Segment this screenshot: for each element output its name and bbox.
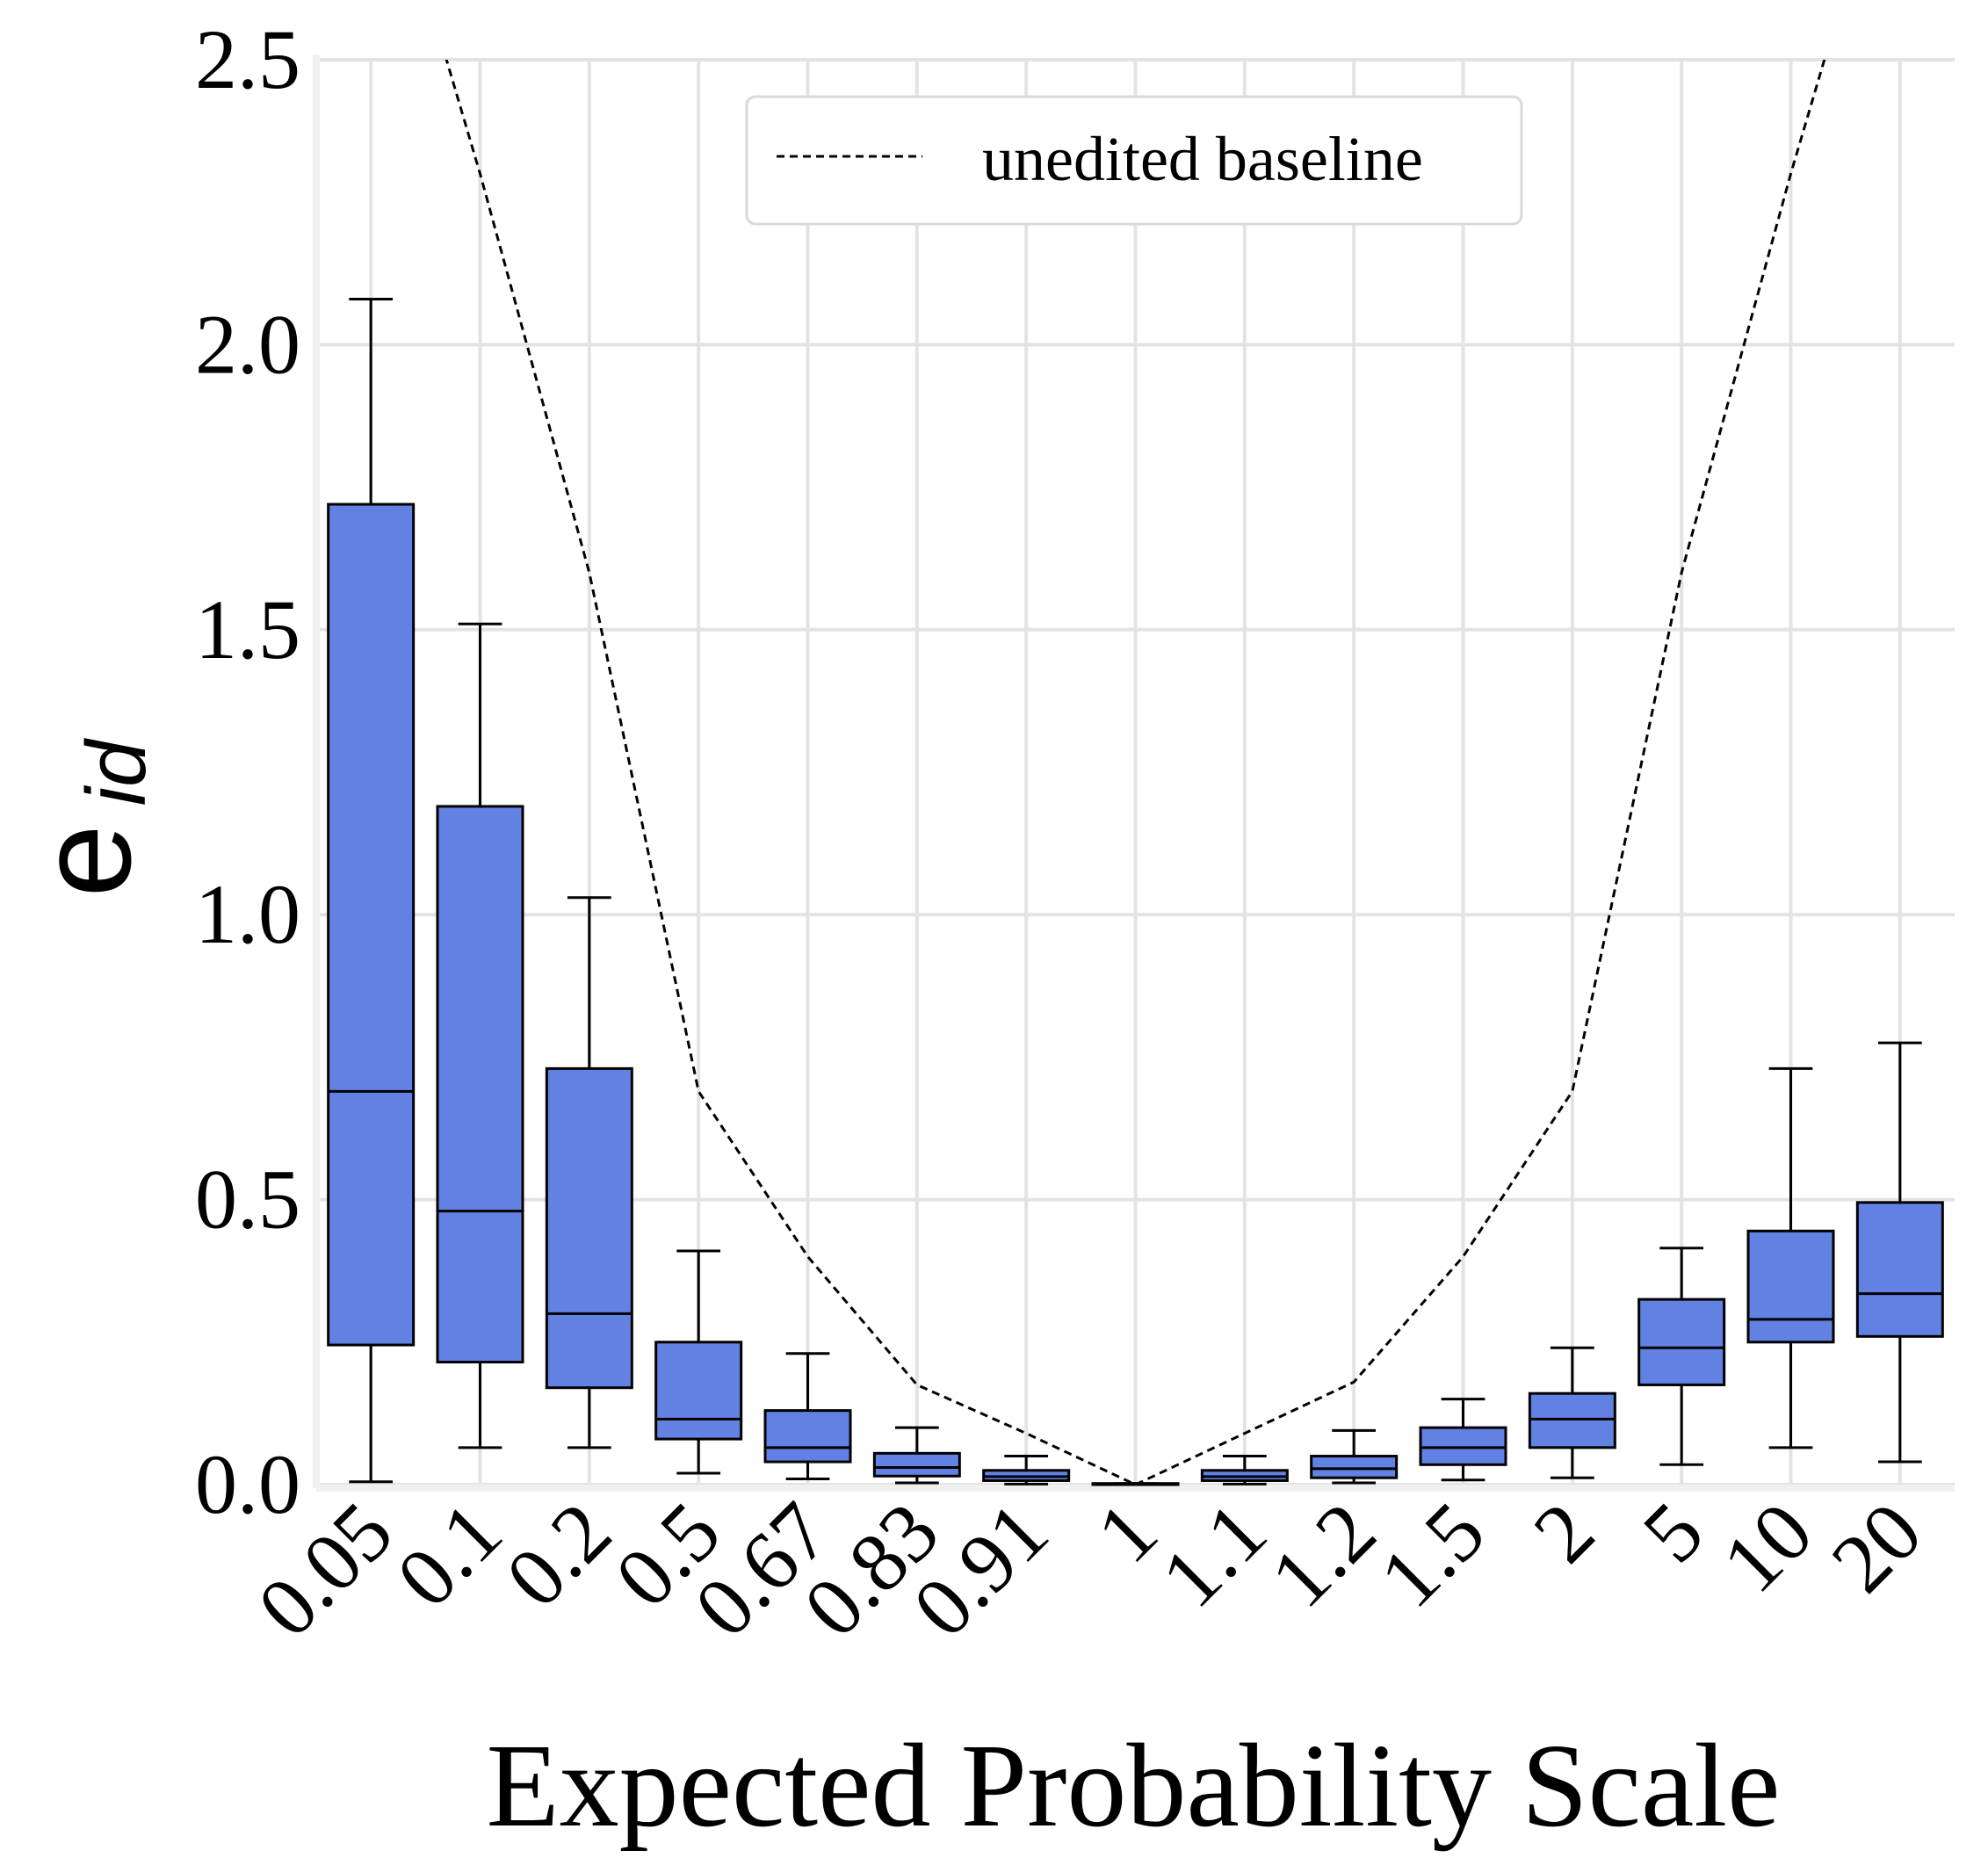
y-tick-label: 1.5	[195, 582, 300, 676]
box-0_83	[872, 1426, 961, 1485]
y-axis-title-subscript: id	[69, 738, 163, 806]
box-body	[1637, 1298, 1726, 1386]
box-0_5	[654, 1249, 743, 1475]
x-tick-label: 0.91	[895, 1484, 1066, 1654]
box-1_2	[1310, 1428, 1399, 1485]
y-tick-label: 0.0	[195, 1437, 300, 1531]
box-1_5	[1419, 1398, 1507, 1482]
box-1	[1091, 1482, 1180, 1486]
axes	[313, 54, 1955, 1492]
box-body	[1528, 1392, 1616, 1449]
x-tick-label: 20	[1813, 1484, 1940, 1610]
box-body	[545, 1066, 633, 1390]
legend: unedited baseline	[745, 95, 1523, 226]
box-0_1	[436, 622, 524, 1449]
box-series	[327, 297, 1944, 1486]
x-tick-label: 1.5	[1362, 1484, 1503, 1625]
y-tick-label: 1.0	[195, 867, 300, 961]
box-0_91	[982, 1455, 1071, 1485]
box-2	[1528, 1346, 1616, 1479]
y-tick-labels: 0.0 0.5 1.0 1.5 2.0 2.5	[195, 12, 300, 1531]
box-1_1	[1200, 1455, 1289, 1485]
y-tick-label: 2.5	[195, 12, 300, 106]
box-20	[1855, 1041, 1944, 1464]
box-body	[1310, 1455, 1399, 1479]
x-tick-label: 5	[1624, 1484, 1721, 1580]
box-body	[327, 502, 416, 1347]
y-tick-label: 0.5	[195, 1153, 300, 1247]
box-5	[1637, 1247, 1726, 1466]
y-axis-title: e id	[11, 738, 163, 898]
y-axis-title-main: e	[11, 824, 158, 897]
box-body	[436, 805, 524, 1364]
x-tick-labels: 0.050.10.20.50.670.830.91 11.11.21.5 2 5102…	[240, 1484, 1940, 1654]
box-body	[654, 1341, 743, 1441]
box-0_2	[545, 896, 633, 1449]
baseline-series	[445, 60, 1826, 1485]
box-body	[1746, 1229, 1835, 1344]
box-0_67	[763, 1352, 852, 1481]
box-body	[1855, 1201, 1944, 1338]
legend-frame	[745, 95, 1523, 226]
legend-baseline-label: unedited baseline	[982, 124, 1423, 194]
box-0_05	[327, 297, 416, 1484]
x-axis-title: Expected Probability Scale	[487, 1720, 1781, 1852]
box-body	[872, 1451, 961, 1478]
box-10	[1746, 1066, 1835, 1449]
x-tick-label: 10	[1704, 1484, 1831, 1610]
x-tick-label: 2	[1515, 1484, 1612, 1580]
y-tick-label: 2.0	[195, 297, 300, 391]
box-body	[763, 1409, 852, 1464]
box-body	[1419, 1426, 1507, 1466]
baseline-line	[445, 60, 1826, 1485]
